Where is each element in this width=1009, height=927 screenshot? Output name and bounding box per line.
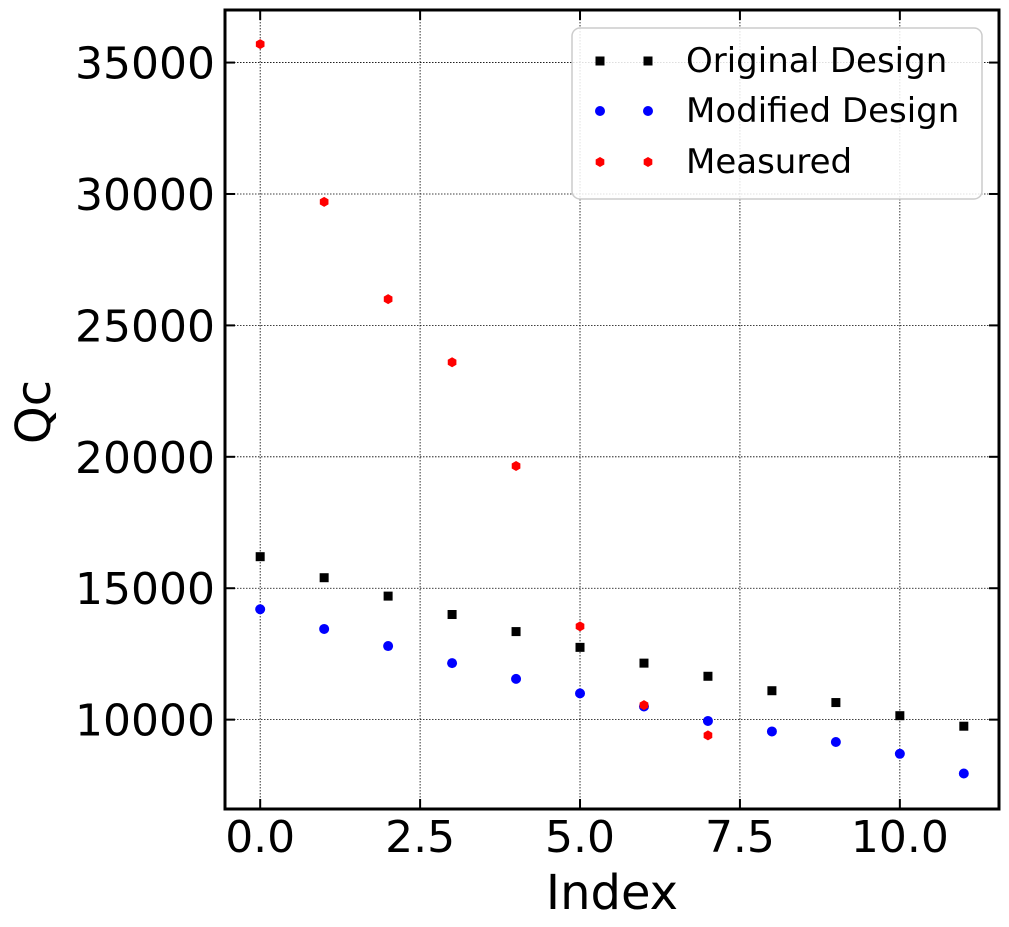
modified-design-point [383, 641, 394, 652]
modified-design-point [447, 658, 458, 669]
original-design-point [959, 721, 969, 731]
modified-design-point [511, 673, 522, 684]
legend-marker-original-design [595, 56, 605, 66]
original-design-point [511, 627, 521, 637]
x-tick-label: 0.0 [225, 812, 295, 863]
modified-design-point [702, 715, 713, 726]
modified-design-point [958, 768, 969, 779]
original-design-point [767, 686, 777, 696]
legend-label-original-design: Original Design [686, 41, 947, 81]
x-axis-label: Index [546, 865, 678, 921]
tick-marks [225, 10, 999, 809]
legend-label-modified-design: Modified Design [686, 91, 959, 131]
data-points [255, 39, 969, 779]
y-tick-label: 35000 [75, 39, 215, 90]
measured-point [703, 730, 713, 741]
measured-point [639, 700, 649, 711]
measured-point [255, 39, 265, 50]
y-tick-label: 20000 [75, 433, 215, 484]
modified-design-point [766, 726, 777, 737]
measured-point [447, 357, 457, 368]
x-tick-label: 5.0 [545, 812, 615, 863]
legend-box [571, 27, 983, 200]
legend-marker-measured [595, 157, 605, 167]
original-design-point [639, 658, 649, 668]
original-design-point [575, 642, 585, 652]
original-design-point [703, 671, 713, 681]
y-tick-label: 15000 [75, 564, 215, 615]
x-tick-labels: 0.0 2.5 5.0 7.5 10.0 [225, 812, 949, 863]
original-design-point [383, 591, 393, 601]
measured-point [319, 196, 329, 207]
legend-label-measured: Measured [686, 142, 852, 182]
y-axis-label: Qc [6, 380, 62, 444]
modified-design-point [894, 748, 905, 759]
legend-marker-original-design [643, 56, 653, 66]
legend: Original Design Modified Design Measured [571, 27, 983, 200]
modified-design-point [830, 736, 841, 747]
original-design-point [319, 573, 329, 583]
plot-frame [223, 8, 1001, 811]
original-design-point [447, 610, 457, 620]
y-tick-labels: 10000 15000 20000 25000 30000 35000 [75, 39, 215, 747]
measured-point [511, 461, 521, 472]
legend-marker-modified-design [643, 106, 653, 116]
legend-marker-measured [643, 157, 653, 167]
x-tick-label: 2.5 [385, 812, 455, 863]
legend-marker-modified-design [595, 106, 605, 116]
original-design-point [831, 698, 841, 708]
legend-markers [595, 56, 653, 167]
y-tick-label: 10000 [75, 696, 215, 747]
original-design-point [255, 552, 265, 562]
y-tick-label: 30000 [75, 170, 215, 221]
modified-design-point [575, 688, 586, 699]
x-tick-label: 7.5 [705, 812, 775, 863]
measured-point [383, 294, 393, 305]
x-tick-label: 10.0 [851, 812, 949, 863]
y-tick-label: 25000 [75, 301, 215, 352]
modified-design-point [319, 623, 330, 634]
modified-design-point [255, 604, 266, 615]
original-design-point [895, 711, 905, 721]
measured-point [575, 621, 585, 632]
